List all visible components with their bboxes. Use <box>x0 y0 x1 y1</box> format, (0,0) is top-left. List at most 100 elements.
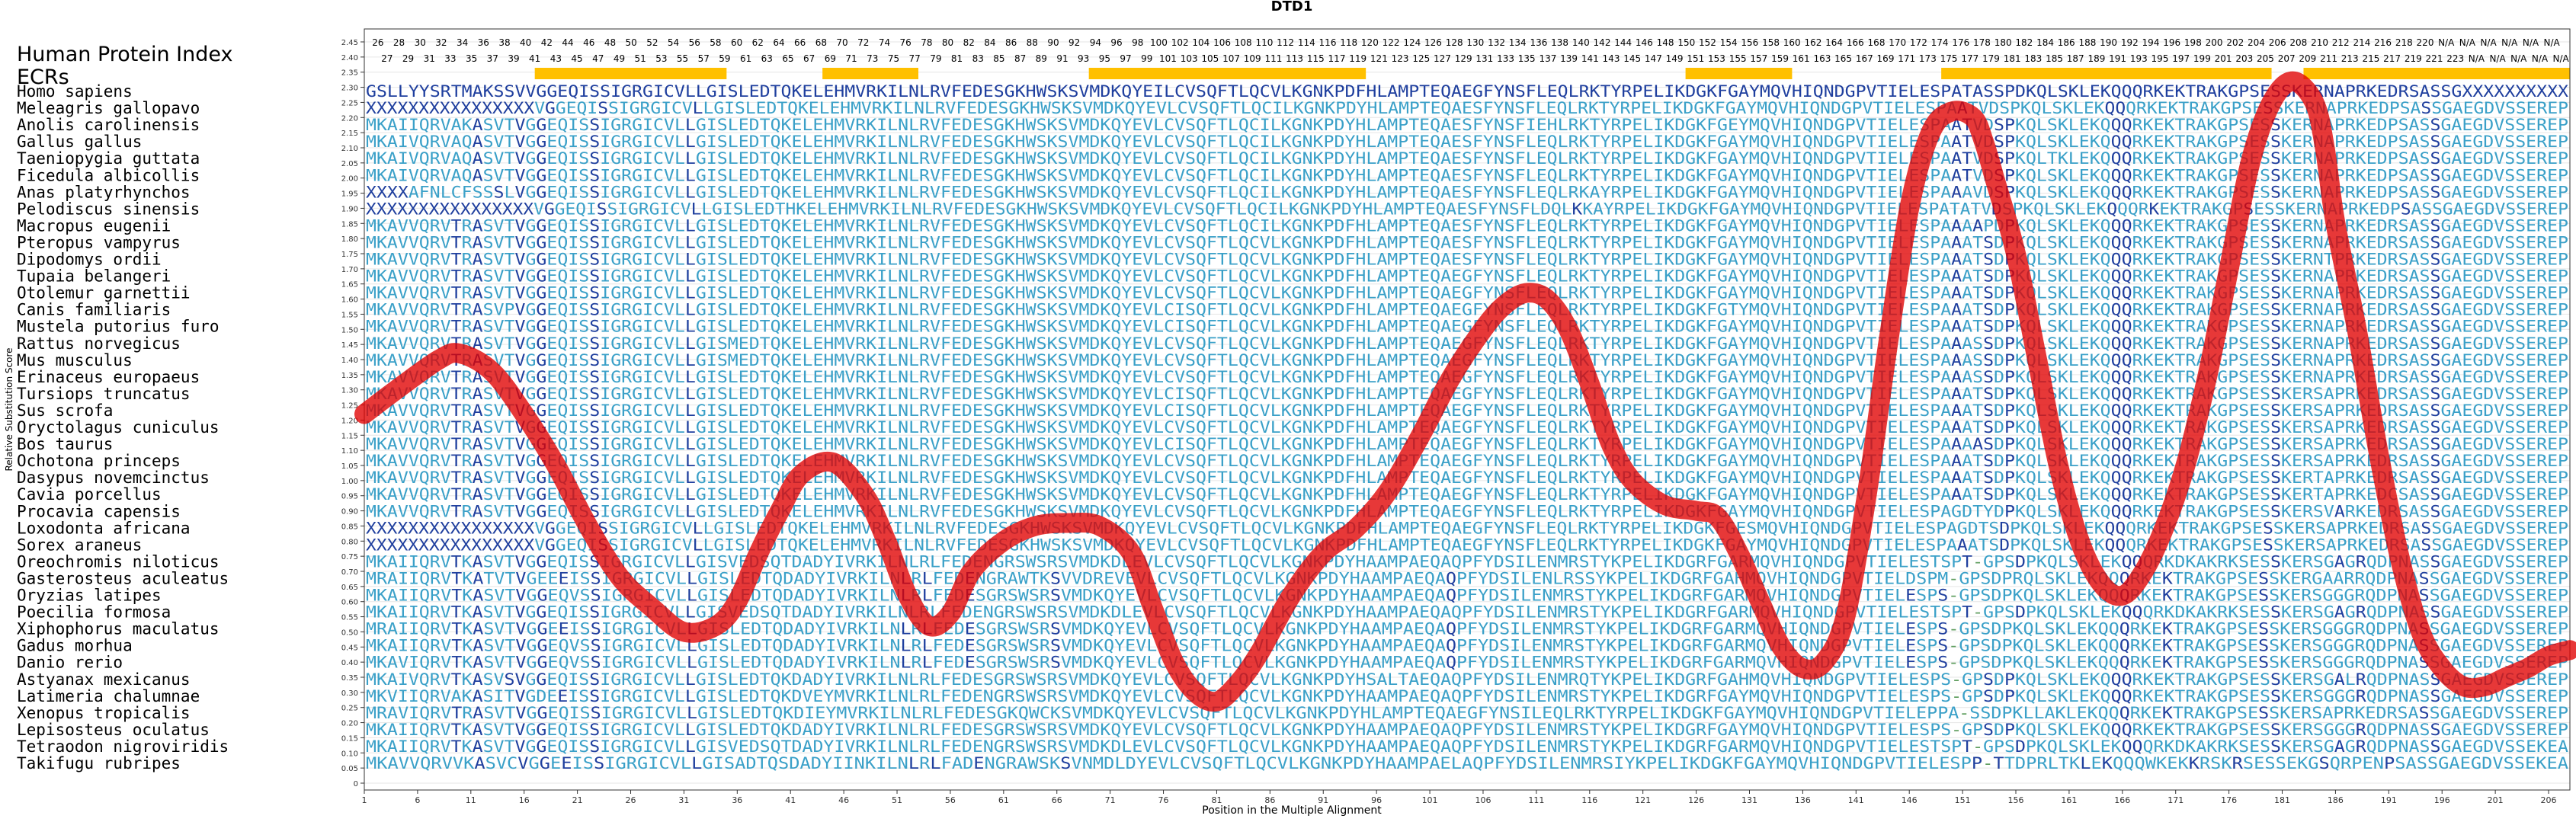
y-tick-label: 2.25 <box>341 99 358 107</box>
human-index-value: 67 <box>803 53 815 64</box>
series-point <box>1096 522 1104 529</box>
human-index-value: 162 <box>1804 37 1821 48</box>
human-index-value: 160 <box>1783 37 1801 48</box>
human-index-value: 71 <box>845 53 857 64</box>
series-point <box>1735 549 1743 557</box>
series-point <box>1863 492 1870 500</box>
species-name: Poecilia formosa <box>17 603 171 622</box>
human-index-value: 199 <box>2193 53 2211 64</box>
human-index-value: 176 <box>1952 37 1969 48</box>
human-index-value: 163 <box>1813 53 1831 64</box>
y-tick-label: 1.35 <box>341 372 358 380</box>
series-point <box>2566 646 2574 654</box>
human-index-value: 203 <box>2235 53 2253 64</box>
species-name: Sorex araneus <box>17 536 142 554</box>
y-tick-label: 0.65 <box>341 584 358 592</box>
species-sequence: MKAIIQRV TKASVT VGGEQVS SIGRGICVL LGISLEDTQD… <box>366 637 2568 655</box>
human-index-value: 96 <box>1110 37 1122 48</box>
species-sequence: MKVIIQRVAK ASIT VGDE EIS SIGRGICVL LGISLEDTQK… <box>366 687 2568 705</box>
x-tick-label: 206 <box>2541 795 2557 805</box>
series-point <box>2268 98 2276 106</box>
x-tick-label: 181 <box>2274 795 2290 805</box>
series-point <box>1522 289 1530 297</box>
series-point <box>1607 440 1615 448</box>
series-point <box>457 350 464 357</box>
human-index-value: 73 <box>867 53 878 64</box>
species-name: Tursiops truncatus <box>17 385 191 403</box>
y-tick-label: 0.75 <box>341 553 358 561</box>
y-tick-label: 1.55 <box>341 311 358 319</box>
human-index-value: 139 <box>1560 53 1578 64</box>
x-tick-label: 131 <box>1741 795 1757 805</box>
human-index-value: 180 <box>1994 37 2012 48</box>
series-point <box>2417 628 2424 635</box>
human-index-value: N/A <box>2523 37 2539 48</box>
human-index-value: 221 <box>2426 53 2443 64</box>
human-index-value: 69 <box>825 53 836 64</box>
y-tick-label: 1.60 <box>341 296 358 305</box>
series-point <box>2523 664 2531 672</box>
x-tick-label: 151 <box>1955 795 1971 805</box>
human-index-value: 36 <box>478 37 489 48</box>
human-index-value: 131 <box>1475 53 1493 64</box>
human-index-row: 26 28 30 32 34 36 38 40 42 44 46 48 50 52 54 56 58 60 62 64… <box>372 37 2569 64</box>
human-index-value: N/A <box>2438 37 2455 48</box>
species-name: Ochotona princeps <box>17 452 181 470</box>
human-index-value: 165 <box>1834 53 1852 64</box>
species-name: Sus scrofa <box>17 401 113 420</box>
species-sequence: MKAIIQRV TKASVT VGGEQIS SIGRGICVL LGISVEDSQT… <box>366 552 2568 571</box>
human-index-value: 108 <box>1235 37 1252 48</box>
species-name: Erinaceus europaeus <box>17 368 200 386</box>
species-name: Gasterosteus aculeatus <box>17 569 229 587</box>
human-index-value: 205 <box>2257 53 2274 64</box>
y-tick-label: 1.50 <box>341 326 358 334</box>
human-index-value: 145 <box>1623 53 1641 64</box>
series-point <box>1287 592 1295 600</box>
series-point <box>1149 604 1157 612</box>
series-point <box>585 522 592 529</box>
human-index-value: N/A <box>2459 37 2476 48</box>
species-name: Cavia porcellus <box>17 485 162 504</box>
species-sequence: MKAVVQRV TRASVT VGGEQIS SIGRGICVL LGISLEDTQK… <box>366 435 2568 453</box>
human-index-value: 223 <box>2446 53 2464 64</box>
x-tick-label: 111 <box>1528 795 1544 805</box>
series-point <box>360 410 368 417</box>
series-point <box>680 628 687 635</box>
y-tick-label: 2.35 <box>341 69 358 78</box>
human-index-value: 77 <box>909 53 921 64</box>
series-point <box>2321 144 2328 152</box>
human-index-value: 119 <box>1349 53 1366 64</box>
human-index-value: 82 <box>963 37 975 48</box>
human-index-value: N/A <box>2480 37 2497 48</box>
series-point <box>392 386 400 394</box>
series-point <box>1479 325 1487 333</box>
human-index-value: N/A <box>2553 53 2570 64</box>
human-index-value: 65 <box>782 53 793 64</box>
series-point <box>1629 477 1636 485</box>
series-point <box>1319 549 1327 557</box>
species-sequence: MKAIVQRVAQ ASVT VGGEQIS SIGRGICVL LGISLEDTQK… <box>366 149 2568 168</box>
ecr-bar <box>534 68 727 79</box>
human-index-value: 206 <box>2269 37 2286 48</box>
human-index-value: 42 <box>541 37 553 48</box>
human-index-value: 123 <box>1392 53 1409 64</box>
human-index-value: 111 <box>1264 53 1282 64</box>
species-sequence: MKAVVQRV TRASVT VGGEQIS SIGRGICVL LGISLEDTQK… <box>366 401 2568 420</box>
series-point <box>2183 459 2190 466</box>
human-index-value: 134 <box>1509 37 1527 48</box>
species-name: Mus musculus <box>17 351 133 369</box>
human-index-value: 90 <box>1047 37 1059 48</box>
human-index-value: 87 <box>1014 53 1026 64</box>
human-index-value: 133 <box>1497 53 1514 64</box>
human-index-value: 86 <box>1005 37 1017 48</box>
y-tick-label: 0.95 <box>341 493 358 501</box>
human-index-value: 219 <box>2405 53 2422 64</box>
series-point <box>1756 598 1764 606</box>
species-name: Anas platyrhynchos <box>17 183 191 201</box>
series-point <box>1032 522 1040 529</box>
x-tick-label: 156 <box>2008 795 2024 805</box>
series-point <box>2055 462 2062 469</box>
species-sequence: MKAIVQRV TKASV SV GGEQIS SIGRGICVL LGISLEDTQK… <box>366 670 2568 689</box>
series-point <box>2331 219 2339 227</box>
x-tick-label: 56 <box>945 795 956 805</box>
